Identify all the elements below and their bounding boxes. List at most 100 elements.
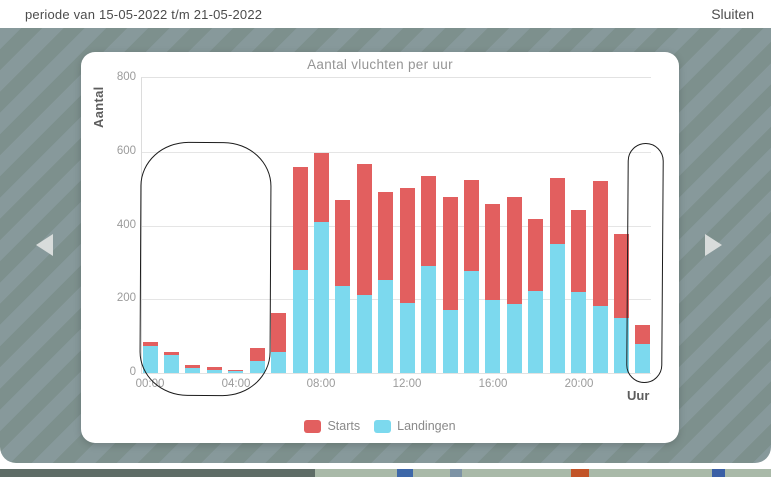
bar-09:00[interactable]	[335, 199, 351, 373]
bar-01:00-landingen-segment	[163, 355, 179, 373]
bar-06:00-starts-segment	[271, 313, 287, 353]
gridline-400	[142, 225, 651, 227]
bar-16:00[interactable]	[485, 204, 501, 373]
x-tick-2000: 20:00	[564, 378, 594, 390]
gridline-600	[142, 151, 651, 153]
bar-07:00[interactable]	[292, 166, 308, 373]
bar-22:00-starts-segment	[613, 234, 629, 318]
bar-14:00-starts-segment	[442, 197, 458, 310]
x-tick-1600: 16:00	[478, 378, 508, 390]
bar-08:00-starts-segment	[313, 152, 329, 223]
background-page-dark-panel	[0, 469, 315, 477]
bar-18:00-landingen-segment	[528, 291, 544, 373]
bar-11:00-starts-segment	[378, 191, 394, 281]
background-map-marker	[450, 469, 462, 477]
bar-17:00[interactable]	[506, 197, 522, 373]
bar-21:00-starts-segment	[592, 180, 608, 306]
y-tick-800: 800	[116, 71, 136, 83]
legend-label-starts: Starts	[327, 419, 361, 433]
bar-02:00-starts-segment	[185, 364, 201, 368]
bar-23:00[interactable]	[635, 325, 651, 373]
background-map-marker	[712, 469, 725, 477]
bar-02:00[interactable]	[185, 364, 201, 373]
bar-18:00[interactable]	[528, 218, 544, 373]
period-label: periode van 15-05-2022 t/m 21-05-2022	[25, 6, 263, 22]
previous-period-arrow-icon[interactable]	[36, 234, 53, 256]
bar-09:00-starts-segment	[335, 199, 351, 287]
bar-00:00-starts-segment	[142, 341, 158, 347]
bar-04:00-landingen-segment	[228, 370, 244, 373]
gridline-200	[142, 299, 651, 301]
bar-22:00[interactable]	[613, 234, 629, 373]
bar-16:00-landingen-segment	[485, 300, 501, 373]
bar-21:00[interactable]	[592, 180, 608, 373]
bar-05:00-starts-segment	[249, 347, 265, 362]
legend-item-landingen: Landingen	[374, 419, 456, 433]
bar-12:00-landingen-segment	[399, 302, 415, 373]
bar-02:00-landingen-segment	[185, 367, 201, 373]
bar-05:00-landingen-segment	[249, 361, 265, 373]
bar-16:00-starts-segment	[485, 204, 501, 301]
background-page-sliver	[0, 469, 771, 477]
background-map-marker	[571, 469, 589, 477]
bar-10:00-starts-segment	[356, 163, 372, 295]
background-map-marker	[397, 469, 413, 477]
bar-17:00-starts-segment	[506, 197, 522, 305]
bar-01:00-starts-segment	[163, 352, 179, 356]
bar-10:00-landingen-segment	[356, 294, 372, 373]
bar-12:00-starts-segment	[399, 187, 415, 303]
bar-20:00[interactable]	[571, 209, 587, 373]
x-tick-0000: 00:00	[135, 378, 165, 390]
x-tick-0800: 08:00	[306, 378, 336, 390]
bar-20:00-landingen-segment	[571, 291, 587, 373]
bar-15:00-starts-segment	[463, 180, 479, 272]
bar-19:00[interactable]	[549, 178, 565, 373]
bar-10:00[interactable]	[356, 163, 372, 373]
bar-08:00-landingen-segment	[313, 222, 329, 373]
bar-12:00[interactable]	[399, 187, 415, 373]
x-tick-0400: 04:00	[221, 378, 251, 390]
bar-22:00-landingen-segment	[613, 317, 629, 373]
starts-swatch-icon	[304, 419, 322, 433]
bar-05:00[interactable]	[249, 347, 265, 373]
legend-item-starts: Starts	[304, 419, 360, 433]
bar-09:00-landingen-segment	[335, 286, 351, 373]
bar-17:00-landingen-segment	[506, 304, 522, 373]
bar-06:00-landingen-segment	[271, 352, 287, 373]
bar-03:00-landingen-segment	[206, 370, 222, 373]
bar-11:00-landingen-segment	[378, 280, 394, 373]
bar-15:00[interactable]	[463, 180, 479, 373]
bar-20:00-starts-segment	[571, 209, 587, 292]
bar-07:00-landingen-segment	[292, 269, 308, 373]
bar-13:00[interactable]	[421, 176, 437, 373]
bar-00:00-landingen-segment	[142, 346, 158, 373]
bar-00:00[interactable]	[142, 341, 158, 373]
close-button[interactable]: Sluiten	[711, 6, 754, 22]
modal-header: periode van 15-05-2022 t/m 21-05-2022 Sl…	[0, 0, 771, 28]
bar-13:00-starts-segment	[421, 176, 437, 267]
bar-23:00-landingen-segment	[635, 343, 651, 373]
next-period-arrow-icon[interactable]	[705, 234, 722, 256]
y-tick-600: 600	[116, 144, 136, 157]
bar-11:00[interactable]	[378, 191, 394, 373]
bar-03:00-starts-segment	[206, 367, 222, 371]
bar-21:00-landingen-segment	[592, 305, 608, 373]
bar-15:00-landingen-segment	[463, 271, 479, 373]
bar-14:00-landingen-segment	[442, 309, 458, 373]
bar-14:00[interactable]	[442, 197, 458, 373]
bar-03:00[interactable]	[206, 367, 222, 373]
legend-label-landingen: Landingen	[397, 419, 456, 433]
x-axis-label: Uur	[627, 388, 650, 403]
bar-04:00[interactable]	[228, 370, 244, 373]
bar-19:00-landingen-segment	[549, 243, 565, 373]
landingen-swatch-icon	[374, 419, 392, 433]
bar-06:00[interactable]	[271, 313, 287, 373]
legend: Starts Landingen	[81, 419, 679, 433]
bar-01:00[interactable]	[163, 352, 179, 373]
plot-area: 800 600 400 200 0 00:00 04:00 08:00 12:0…	[117, 71, 664, 397]
y-tick-0: 0	[129, 366, 136, 378]
y-tick-400: 400	[116, 218, 136, 231]
chart-card: Aantal vluchten per uur Aantal Uur 800 6…	[81, 52, 679, 443]
bar-08:00[interactable]	[313, 152, 329, 373]
